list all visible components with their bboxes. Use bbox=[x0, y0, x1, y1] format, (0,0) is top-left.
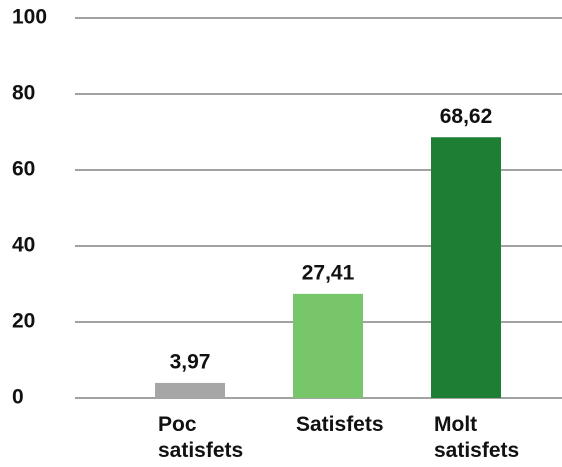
y-tick-label: 100 bbox=[12, 6, 47, 29]
y-tick-label: 40 bbox=[12, 234, 35, 257]
x-tick-label: Satisfets bbox=[296, 413, 384, 436]
y-tick-label: 0 bbox=[12, 386, 24, 409]
bar bbox=[155, 382, 225, 398]
data-label: 3,97 bbox=[170, 350, 211, 373]
bar bbox=[431, 137, 501, 398]
bar bbox=[293, 293, 363, 398]
data-label: 68,62 bbox=[440, 105, 493, 128]
x-tick-label: Molt satisfets bbox=[434, 413, 520, 462]
y-tick-label: 80 bbox=[12, 82, 35, 105]
y-tick-label: 60 bbox=[12, 158, 35, 181]
data-label: 27,41 bbox=[302, 261, 355, 284]
y-tick-label: 20 bbox=[12, 310, 35, 333]
x-tick-label: Poc satisfets bbox=[158, 413, 244, 462]
